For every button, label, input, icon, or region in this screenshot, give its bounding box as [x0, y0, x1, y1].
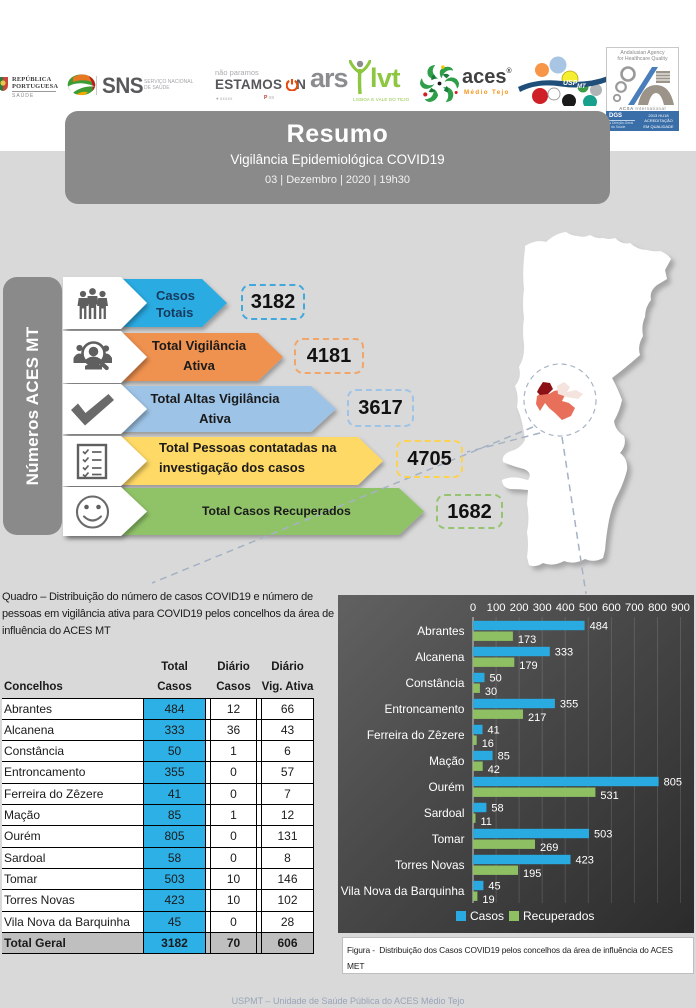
svg-text:333: 333 — [555, 646, 573, 658]
svg-text:50: 50 — [490, 672, 502, 684]
svg-text:217: 217 — [528, 712, 546, 724]
svg-text:503: 503 — [594, 828, 612, 840]
svg-text:500: 500 — [579, 602, 598, 614]
svg-text:Alcanena: Alcanena — [415, 650, 465, 664]
svg-text:Torres Novas: Torres Novas — [395, 858, 465, 872]
svg-text:400: 400 — [556, 602, 575, 614]
svg-text:269: 269 — [540, 842, 558, 854]
svg-text:Vila Nova da Barquinha: Vila Nova da Barquinha — [341, 884, 465, 898]
svg-text:30: 30 — [485, 686, 497, 698]
svg-text:Ourém: Ourém — [428, 780, 464, 794]
svg-text:100: 100 — [487, 602, 506, 614]
svg-text:200: 200 — [510, 602, 529, 614]
svg-text:423: 423 — [576, 854, 594, 866]
svg-text:Mação: Mação — [429, 754, 465, 768]
svg-text:800: 800 — [648, 602, 667, 614]
svg-text:Abrantes: Abrantes — [417, 624, 464, 638]
svg-text:Entroncamento: Entroncamento — [384, 702, 464, 716]
svg-text:173: 173 — [518, 634, 536, 646]
svg-text:531: 531 — [600, 790, 618, 802]
svg-text:Sardoal: Sardoal — [424, 806, 465, 820]
svg-text:58: 58 — [491, 802, 503, 814]
svg-text:Casos: Casos — [470, 909, 504, 923]
svg-text:355: 355 — [560, 698, 578, 710]
svg-text:805: 805 — [664, 776, 682, 788]
svg-text:900: 900 — [671, 602, 690, 614]
svg-text:19: 19 — [482, 894, 494, 906]
svg-text:484: 484 — [590, 620, 608, 632]
svg-text:MT: MT — [577, 84, 587, 90]
svg-text:700: 700 — [625, 602, 644, 614]
svg-text:Constância: Constância — [405, 676, 464, 690]
svg-text:41: 41 — [488, 724, 500, 736]
svg-text:16: 16 — [482, 738, 494, 750]
svg-text:0: 0 — [470, 602, 476, 614]
svg-text:85: 85 — [498, 750, 510, 762]
svg-text:42: 42 — [488, 764, 500, 776]
svg-text:600: 600 — [602, 602, 621, 614]
svg-text:Tomar: Tomar — [432, 832, 465, 846]
svg-text:45: 45 — [488, 880, 500, 892]
svg-text:195: 195 — [523, 868, 541, 880]
svg-text:11: 11 — [481, 816, 492, 828]
svg-text:USP: USP — [563, 80, 578, 87]
svg-text:179: 179 — [519, 660, 537, 672]
svg-text:Recuperados: Recuperados — [523, 909, 594, 923]
svg-text:300: 300 — [533, 602, 552, 614]
svg-text:Ferreira do Zêzere: Ferreira do Zêzere — [367, 728, 465, 742]
